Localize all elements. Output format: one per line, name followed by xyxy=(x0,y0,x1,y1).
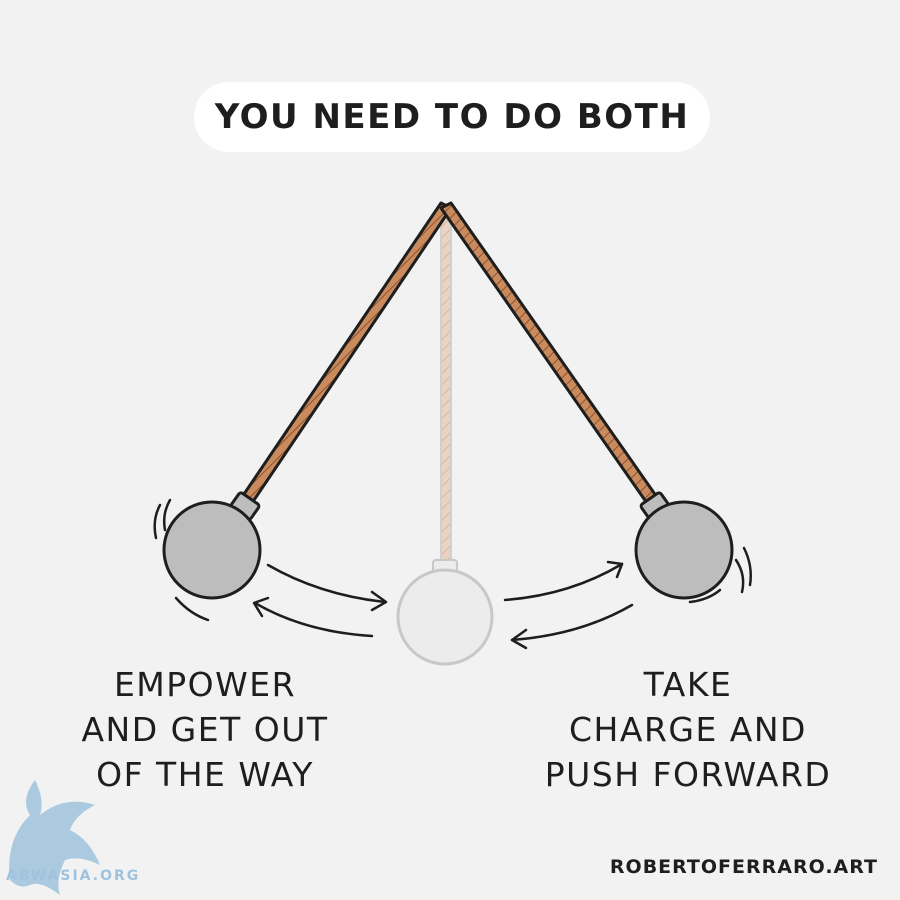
caption-right-line: TAKE xyxy=(643,665,733,704)
title-banner: YOU NEED TO DO BOTH xyxy=(194,82,710,152)
caption-left-line: OF THE WAY xyxy=(96,755,314,794)
pendulum-ball-center xyxy=(396,559,494,666)
griffin-watermark-icon xyxy=(9,780,101,895)
rope-center xyxy=(440,209,452,566)
pendulum-ball-left xyxy=(162,491,262,600)
page-title: YOU NEED TO DO BOTH xyxy=(214,97,690,137)
rope-left xyxy=(238,201,453,508)
swing-arrow xyxy=(252,560,634,650)
watermark-text: ABWASIA.ORG xyxy=(6,868,141,884)
caption-right-line: PUSH FORWARD xyxy=(544,755,832,794)
caption-right-line: CHARGE AND xyxy=(569,710,807,749)
caption-right: TAKE CHARGE AND PUSH FORWARD xyxy=(528,662,848,797)
caption-left-line: EMPOWER xyxy=(113,665,297,704)
artist-credit: ROBERTOFERRARO.ART xyxy=(609,856,878,878)
pendulum-ball-right xyxy=(634,491,734,600)
caption-left: EMPOWER AND GET OUT OF THE WAY xyxy=(60,662,350,797)
caption-left-line: AND GET OUT xyxy=(81,710,329,749)
motion-lines xyxy=(153,498,752,622)
rope-right xyxy=(439,201,661,508)
